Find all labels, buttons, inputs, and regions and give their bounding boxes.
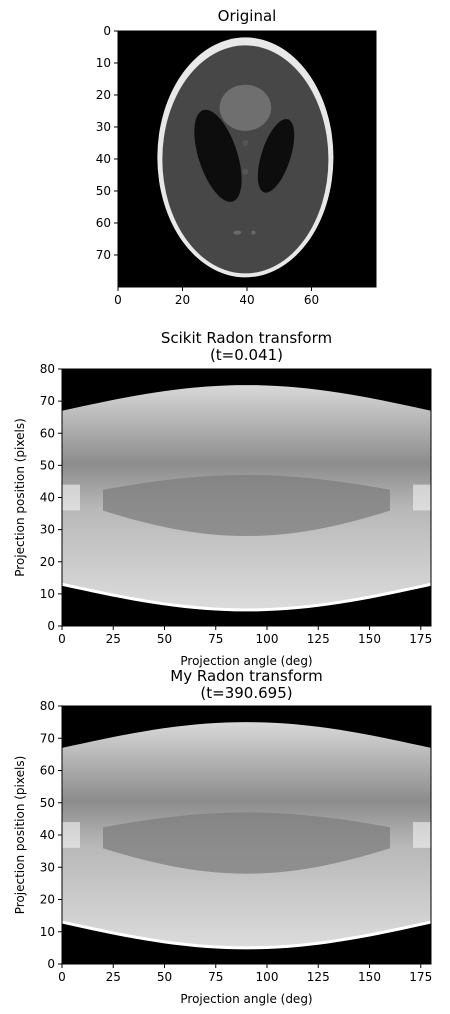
x-axis-label: Projection angle (deg) bbox=[180, 992, 312, 1006]
sinogram-dark-lobe bbox=[103, 475, 390, 537]
y-tick-label: 0 bbox=[103, 24, 111, 38]
x-tick-label: 0 bbox=[58, 632, 66, 646]
x-tick-label: 175 bbox=[409, 970, 432, 984]
y-tick-label: 20 bbox=[40, 893, 55, 907]
x-tick-label: 100 bbox=[256, 970, 279, 984]
right-dark-ellipse bbox=[257, 119, 295, 193]
y-tick-label: 80 bbox=[40, 699, 55, 713]
chart-panel-3: 0 25 50 75 100 125 150 175 0 10 20 30 40 50 60 70 80 My R… bbox=[13, 667, 432, 1006]
y-axis: 0 10 20 30 40 50 60 70 bbox=[96, 24, 118, 262]
x-tick-label: 75 bbox=[208, 632, 223, 646]
chart-subtitle: (t=390.695) bbox=[200, 684, 292, 702]
upper-ellipse bbox=[219, 84, 272, 131]
y-axis: 0 10 20 30 40 50 60 70 80 bbox=[40, 362, 62, 633]
sinogram-edge bbox=[61, 920, 432, 950]
y-tick-label: 70 bbox=[40, 731, 55, 745]
y-tick-label: 0 bbox=[47, 957, 55, 971]
sinogram-edge bbox=[61, 582, 432, 612]
y-tick-label: 50 bbox=[96, 184, 111, 198]
x-tick-label: 125 bbox=[307, 632, 330, 646]
sinogram-dark-lobe bbox=[103, 812, 390, 874]
y-tick-label: 30 bbox=[40, 860, 55, 874]
x-tick-label: 50 bbox=[157, 970, 172, 984]
small-dot bbox=[242, 168, 249, 175]
bright-band bbox=[413, 484, 431, 511]
x-tick-label: 60 bbox=[304, 293, 319, 307]
y-tick-label: 60 bbox=[40, 764, 55, 778]
x-tick-label: 150 bbox=[358, 632, 381, 646]
brain-ellipse bbox=[162, 45, 329, 274]
heatmap-image bbox=[61, 369, 432, 626]
heatmap-image bbox=[61, 706, 432, 964]
y-tick-label: 80 bbox=[40, 362, 55, 376]
chart-title: Original bbox=[218, 7, 277, 25]
y-tick-label: 20 bbox=[96, 88, 111, 102]
y-tick-label: 40 bbox=[96, 152, 111, 166]
y-axis-label: Projection position (pixels) bbox=[13, 756, 27, 915]
y-tick-label: 10 bbox=[40, 925, 55, 939]
y-axis-label: Projection position (pixels) bbox=[13, 418, 27, 577]
x-tick-label: 0 bbox=[114, 293, 122, 307]
y-tick-label: 0 bbox=[47, 619, 55, 633]
x-tick-label: 20 bbox=[175, 293, 190, 307]
heatmap-image bbox=[118, 31, 376, 287]
x-axis: 0 25 50 75 100 125 150 175 bbox=[58, 964, 432, 984]
y-tick-label: 30 bbox=[40, 523, 55, 537]
left-dark-ellipse bbox=[194, 109, 242, 202]
x-tick-label: 175 bbox=[409, 632, 432, 646]
bright-band bbox=[62, 822, 80, 848]
y-tick-label: 50 bbox=[40, 796, 55, 810]
y-tick-label: 60 bbox=[40, 426, 55, 440]
y-tick-label: 70 bbox=[40, 394, 55, 408]
x-tick-label: 75 bbox=[208, 970, 223, 984]
y-tick-label: 10 bbox=[40, 587, 55, 601]
y-tick-label: 50 bbox=[40, 458, 55, 472]
chart-panel-1: 0 20 40 60 0 10 20 30 40 50 60 70 Original bbox=[96, 7, 377, 307]
x-axis: 0 20 40 60 bbox=[114, 287, 319, 307]
y-tick-label: 60 bbox=[96, 216, 111, 230]
x-tick-label: 125 bbox=[307, 970, 330, 984]
x-axis-label: Projection angle (deg) bbox=[180, 654, 312, 668]
y-tick-label: 40 bbox=[40, 828, 55, 842]
x-tick-label: 25 bbox=[106, 970, 121, 984]
y-tick-label: 70 bbox=[96, 248, 111, 262]
bright-band bbox=[62, 484, 80, 511]
x-tick-label: 25 bbox=[106, 632, 121, 646]
x-tick-label: 40 bbox=[239, 293, 254, 307]
y-tick-label: 30 bbox=[96, 120, 111, 134]
y-tick-label: 10 bbox=[96, 56, 111, 70]
chart-title: My Radon transform bbox=[170, 667, 322, 685]
y-tick-label: 20 bbox=[40, 555, 55, 569]
chart-title: Scikit Radon transform bbox=[161, 329, 332, 347]
y-tick-label: 40 bbox=[40, 491, 55, 505]
x-tick-label: 0 bbox=[58, 970, 66, 984]
x-tick-label: 50 bbox=[157, 632, 172, 646]
small-dot bbox=[242, 140, 249, 146]
x-tick-label: 100 bbox=[256, 632, 279, 646]
y-axis: 0 10 20 30 40 50 60 70 80 bbox=[40, 699, 62, 971]
chart-panel-2: 0 25 50 75 100 125 150 175 0 10 20 30 40 50 60 70 80 Scik… bbox=[13, 329, 432, 668]
chart-subtitle: (t=0.041) bbox=[210, 346, 283, 364]
small-dot bbox=[251, 230, 256, 235]
small-dot bbox=[233, 230, 242, 235]
x-tick-label: 150 bbox=[358, 970, 381, 984]
x-axis: 0 25 50 75 100 125 150 175 bbox=[58, 626, 432, 646]
bright-band bbox=[413, 822, 431, 848]
